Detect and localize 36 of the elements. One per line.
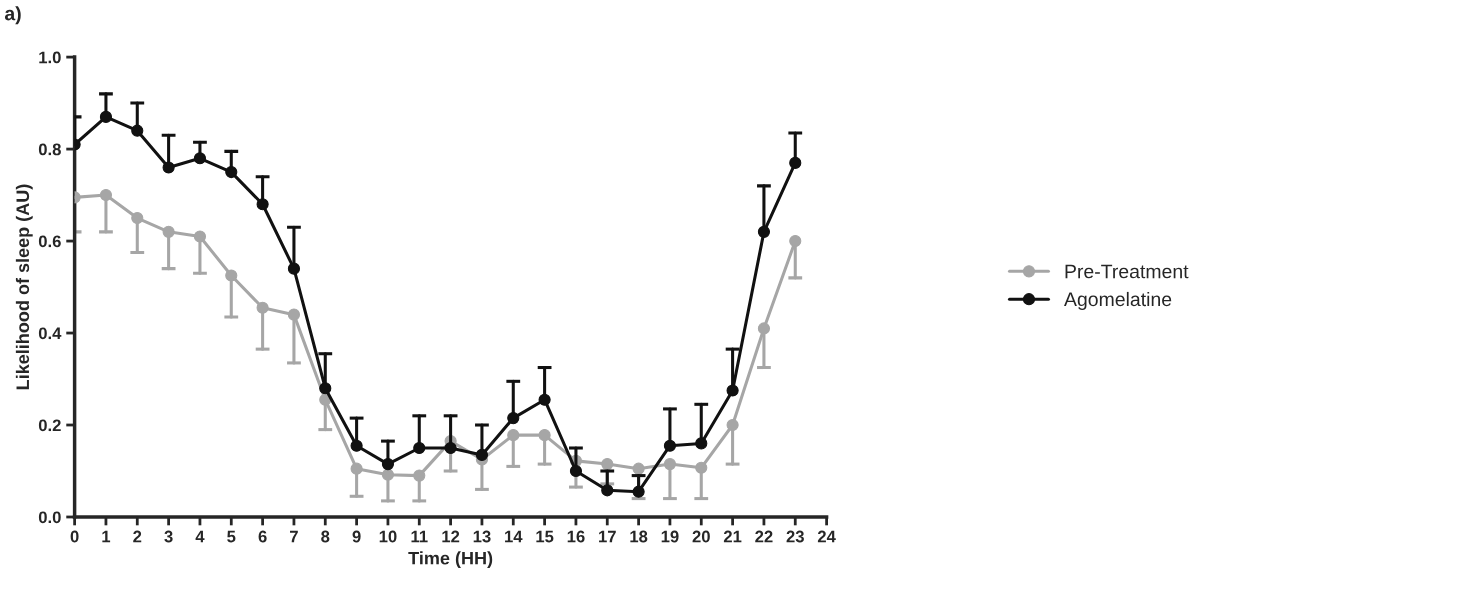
x-tick-label: 1 [102,530,111,543]
x-tick-label: 16 [567,530,585,543]
x-tick-label: 13 [473,530,491,543]
x-tick-label: 8 [321,530,330,543]
y-tick-label: 1.0 [39,51,61,64]
x-tick-label: 5 [227,530,236,543]
x-tick-label: 20 [692,530,710,543]
x-tick-label: 3 [164,530,173,543]
x-tick-label: 22 [755,530,773,543]
x-tick-label: 2 [133,530,142,543]
x-tick-label: 21 [723,530,742,543]
x-tick-label: 11 [411,530,428,543]
legend-label: Agomelatine [1064,291,1172,311]
x-tick-label: 7 [290,530,298,543]
y-tick-label: 0.2 [38,419,61,432]
y-tick-label: 0.0 [38,511,61,524]
x-tick-label: 18 [630,530,648,543]
y-tick-label: 0.6 [38,235,61,248]
x-tick-label: 24 [817,530,836,543]
x-tick-label: 17 [599,530,616,543]
x-tick-label: 9 [352,530,361,543]
y-tick-label: 0.8 [38,143,61,156]
x-tick-label: 10 [379,530,397,543]
x-tick-label: 19 [661,530,679,543]
x-tick-label: 6 [258,530,267,543]
y-tick-label: 0.4 [38,327,62,340]
x-tick-label: 12 [442,530,460,543]
x-tick-label: 0 [70,530,79,543]
x-tick-label: 14 [505,530,523,543]
y-axis-title: Likelihood of sleep (AU) [15,184,33,390]
chart-title: a) [4,6,21,25]
x-tick-label: 15 [536,530,554,543]
x-tick-label: 23 [786,530,804,543]
x-tick-label: 4 [195,530,205,543]
legend-label: Pre-Treatment [1065,264,1189,279]
x-axis-title: Time (HH) [408,551,493,569]
